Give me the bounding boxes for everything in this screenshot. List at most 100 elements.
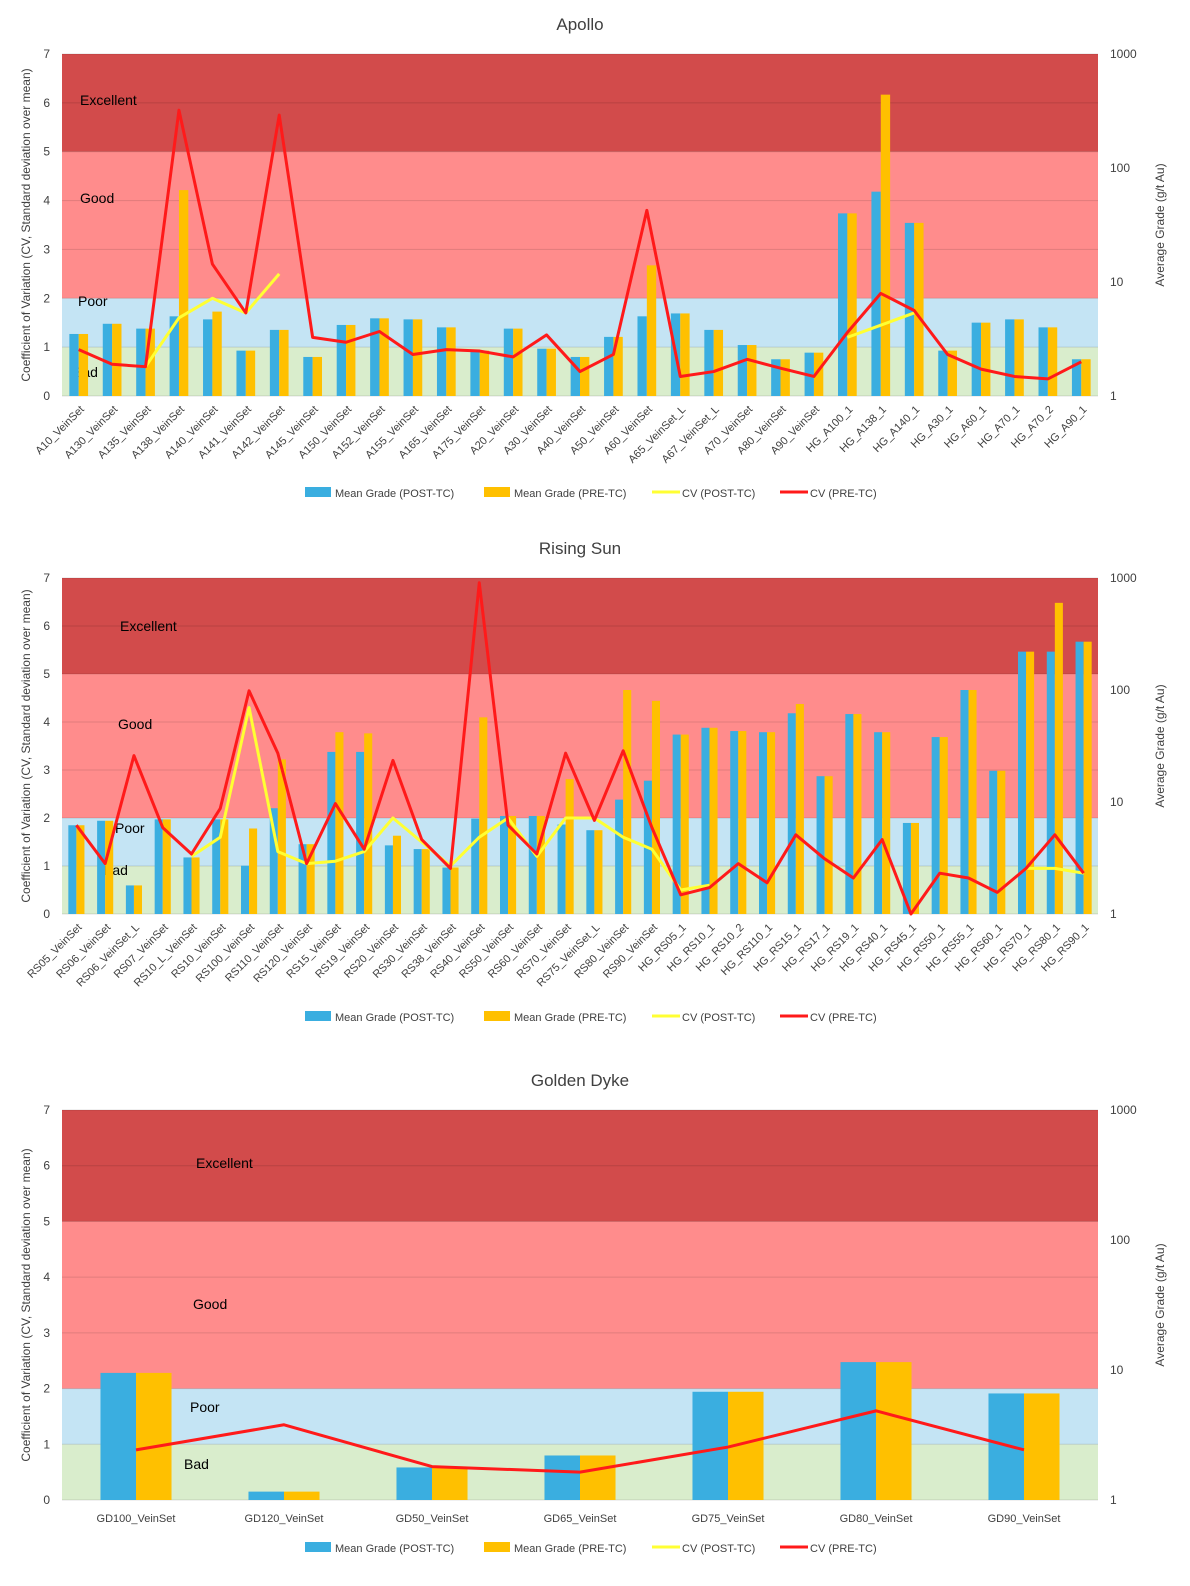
rising-sun-bar-mean-grade-pre-tc-8	[306, 844, 315, 914]
rising-sun-bar-mean-grade-pre-tc-30	[939, 737, 948, 914]
rising-sun-zone-bad	[62, 578, 1098, 674]
apollo-bar-mean-grade-post-tc-4	[203, 319, 213, 396]
apollo-bar-mean-grade-post-tc-11	[436, 327, 447, 396]
rising-sun-bar-mean-grade-pre-tc-23	[738, 731, 747, 914]
apollo-zone-label-poor: Poor	[78, 293, 108, 309]
golden-dyke-zone-good	[62, 1388, 1098, 1445]
apollo-bar-mean-grade-post-tc-30	[1071, 359, 1082, 396]
golden-dyke-legend-swatch-mean-grade-pre-tc	[484, 1542, 510, 1552]
rising-sun-bar-mean-grade-post-tc-24	[758, 732, 768, 914]
apollo-bar-mean-grade-post-tc-8	[336, 324, 347, 396]
rising-sun-bar-mean-grade-pre-tc-22	[709, 727, 718, 914]
apollo-legend-swatch-mean-grade-pre-tc	[484, 487, 510, 497]
rising-sun-bar-mean-grade-post-tc-17	[557, 824, 566, 914]
apollo-line-cv-pre-tc-0	[78, 108, 1082, 381]
rising-sun-legend-label-cv-post-tc: CV (POST-TC)	[682, 1012, 755, 1024]
apollo-xtick-18: A65_VeinSet_L	[626, 404, 688, 466]
apollo-bar-mean-grade-pre-tc-21	[780, 359, 790, 396]
apollo-bar-mean-grade-pre-tc-6	[279, 329, 289, 396]
rising-sun-bar-mean-grade-pre-tc-0	[76, 825, 85, 914]
rising-sun-bar-mean-grade-pre-tc-16	[536, 815, 545, 914]
golden-dyke-y2tick-1: 1	[1110, 1493, 1117, 1507]
golden-dyke-xtick-6: GD90_VeinSet	[988, 1513, 1061, 1525]
golden-dyke-xtick-1: GD120_VeinSet	[245, 1513, 324, 1525]
golden-dyke-ytick-2: 2	[43, 1382, 50, 1396]
golden-dyke-ylabel: Coefficient of Variation (CV, Standard d…	[19, 1148, 33, 1461]
rising-sun-bar-mean-grade-pre-tc-1	[105, 820, 114, 914]
apollo-bar-mean-grade-post-tc-5	[236, 350, 246, 396]
apollo-zone-label-good: Good	[80, 190, 114, 206]
rising-sun-bar-mean-grade-pre-tc-5	[220, 819, 229, 914]
apollo-line-cv-post-tc-0	[144, 272, 281, 368]
golden-dyke-zone-bad	[62, 1110, 1098, 1222]
golden-dyke-bar-mean-grade-pre-tc-2	[432, 1467, 468, 1500]
rising-sun-bar-mean-grade-post-tc-2	[125, 885, 134, 914]
rising-sun-legend-swatch-mean-grade-pre-tc	[484, 1011, 510, 1021]
golden-dyke-xtick-0: GD100_VeinSet	[97, 1513, 176, 1525]
rising-sun-bar-mean-grade-pre-tc-11	[392, 835, 402, 914]
apollo-bar-mean-grade-pre-tc-24	[880, 94, 891, 396]
apollo-bar-mean-grade-pre-tc-28	[1014, 319, 1024, 396]
apollo-bar-mean-grade-post-tc-12	[470, 350, 480, 396]
rising-sun-bar-mean-grade-pre-tc-7	[277, 759, 286, 914]
rising-sun-legend-label-cv-pre-tc: CV (PRE-TC)	[810, 1012, 877, 1024]
rising-sun-bar-mean-grade-post-tc-6	[240, 865, 250, 914]
golden-dyke-y2tick-10: 10	[1110, 1363, 1124, 1377]
apollo-bar-mean-grade-pre-tc-29	[1047, 327, 1058, 396]
rising-sun-ytick-5: 5	[43, 667, 50, 681]
rising-sun-bar-mean-grade-pre-tc-20	[651, 700, 661, 914]
apollo-legend-label-mean-grade-post-tc: Mean Grade (POST-TC)	[335, 488, 454, 500]
apollo-zone-poor	[62, 151, 1098, 299]
rising-sun-line-cv-pre-tc-0	[75, 581, 1085, 916]
golden-dyke-zone-poor	[62, 1221, 1098, 1389]
apollo-bar-mean-grade-post-tc-28	[1005, 319, 1015, 396]
apollo-bar-mean-grade-post-tc-20	[737, 345, 748, 396]
rising-sun-bar-mean-grade-post-tc-1	[97, 820, 106, 914]
rising-sun-bar-mean-grade-pre-tc-12	[421, 849, 430, 914]
rising-sun-bar-mean-grade-pre-tc-2	[133, 885, 143, 914]
golden-dyke-title: Golden Dyke	[531, 1071, 629, 1090]
rising-sun-bar-mean-grade-post-tc-32	[989, 770, 998, 914]
apollo-bar-mean-grade-post-tc-19	[704, 329, 714, 396]
rising-sun-bar-mean-grade-post-tc-14	[471, 818, 480, 914]
rising-sun-bar-mean-grade-post-tc-8	[298, 844, 307, 914]
apollo-bar-mean-grade-pre-tc-11	[446, 327, 456, 396]
golden-dyke-chart: Golden Dyke Excellent Good Poor Bad 0 1 2 3 4 5 6 7 1…	[19, 1071, 1167, 1555]
rising-sun-bar-mean-grade-pre-tc-32	[997, 770, 1006, 914]
rising-sun-bar-mean-grade-post-tc-23	[730, 731, 739, 914]
apollo-bar-mean-grade-pre-tc-13	[513, 328, 523, 396]
apollo-y2tick-100: 100	[1110, 161, 1130, 175]
rising-sun-y2tick-100: 100	[1110, 683, 1130, 697]
apollo-chart: ApolloExcellentGoodPoorBad01234567110100…	[19, 15, 1167, 500]
apollo-ytick-5: 5	[43, 145, 50, 159]
golden-dyke-bar-mean-grade-post-tc-4	[692, 1391, 728, 1500]
rising-sun-bar-mean-grade-post-tc-12	[413, 849, 422, 914]
rising-sun-bar-mean-grade-post-tc-13	[442, 867, 451, 914]
rising-sun-bar-mean-grade-post-tc-25	[787, 713, 796, 914]
golden-dyke-bar-mean-grade-pre-tc-3	[580, 1455, 616, 1500]
apollo-bar-mean-grade-pre-tc-25	[914, 222, 924, 396]
apollo-ylabel: Coefficient of Variation (CV, Standard d…	[19, 68, 33, 381]
golden-dyke-ytick-0: 0	[43, 1493, 50, 1507]
golden-dyke-zone-label-bad: Bad	[184, 1456, 209, 1472]
apollo-legend-label-cv-pre-tc: CV (PRE-TC)	[810, 488, 877, 500]
apollo-bar-mean-grade-post-tc-10	[403, 319, 413, 396]
apollo-bar-mean-grade-pre-tc-9	[379, 318, 389, 396]
rising-sun-ytick-4: 4	[43, 715, 50, 729]
rising-sun-legend-label-mean-grade-post-tc: Mean Grade (POST-TC)	[335, 1012, 454, 1024]
golden-dyke-bar-mean-grade-post-tc-0	[100, 1372, 136, 1500]
apollo-bar-mean-grade-post-tc-3	[169, 316, 179, 396]
apollo-bar-mean-grade-pre-tc-4	[212, 311, 222, 396]
apollo-bar-mean-grade-post-tc-1	[102, 323, 113, 396]
rising-sun-bar-mean-grade-pre-tc-24	[767, 732, 776, 914]
rising-sun-bar-mean-grade-pre-tc-21	[680, 734, 689, 914]
rising-sun-bar-mean-grade-post-tc-31	[960, 690, 969, 914]
apollo-bar-mean-grade-post-tc-14	[537, 348, 547, 396]
rising-sun-bar-mean-grade-pre-tc-18	[594, 830, 603, 914]
apollo-bar-mean-grade-post-tc-21	[771, 359, 781, 396]
rising-sun-bar-mean-grade-pre-tc-33	[1026, 651, 1035, 914]
golden-dyke-ytick-4: 4	[43, 1270, 50, 1284]
apollo-bar-mean-grade-post-tc-17	[637, 316, 647, 396]
apollo-legend-label-mean-grade-pre-tc: Mean Grade (PRE-TC)	[514, 488, 626, 500]
rising-sun-bar-mean-grade-pre-tc-26	[824, 776, 833, 914]
